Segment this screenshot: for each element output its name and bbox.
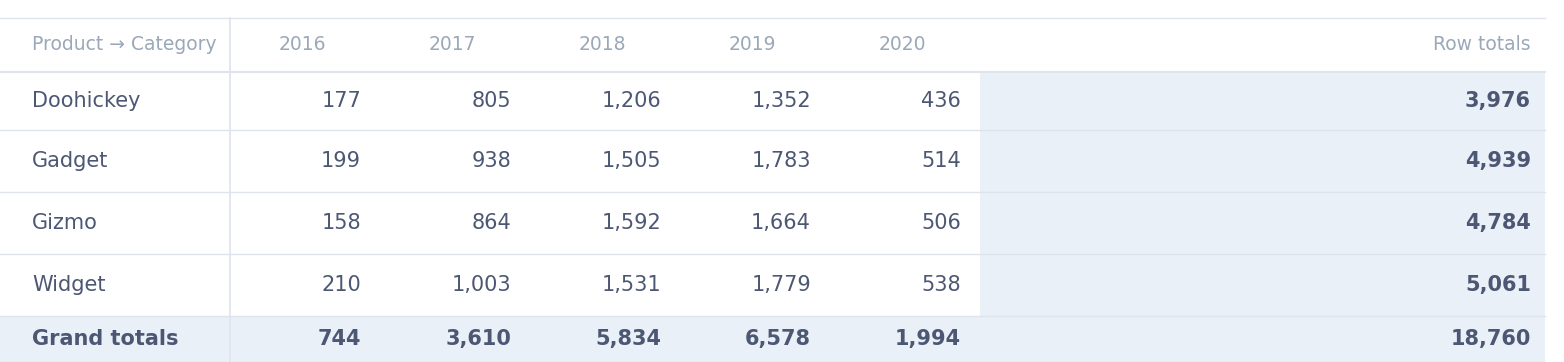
Text: Gadget: Gadget: [31, 151, 108, 171]
Text: 5,061: 5,061: [1465, 275, 1531, 295]
Text: 1,531: 1,531: [602, 275, 662, 295]
Text: 938: 938: [471, 151, 511, 171]
Text: 864: 864: [471, 213, 511, 233]
Text: 1,664: 1,664: [751, 213, 812, 233]
Text: 538: 538: [921, 275, 960, 295]
Text: 2019: 2019: [729, 35, 776, 55]
Bar: [0, 316, 1545, 362]
Text: Row totals: Row totals: [1433, 35, 1531, 55]
Text: 514: 514: [921, 151, 960, 171]
Text: 4,784: 4,784: [1465, 213, 1531, 233]
Text: 199: 199: [321, 151, 361, 171]
Text: 2016: 2016: [278, 35, 327, 55]
Text: Doohickey: Doohickey: [31, 91, 141, 111]
Text: 1,592: 1,592: [601, 213, 662, 233]
Text: 1,352: 1,352: [751, 91, 812, 111]
Bar: [981, 192, 1545, 254]
Text: 1,505: 1,505: [602, 151, 662, 171]
Text: 3,610: 3,610: [446, 329, 511, 349]
Bar: [981, 130, 1545, 192]
Text: 436: 436: [921, 91, 960, 111]
Bar: [981, 254, 1545, 316]
Text: 210: 210: [321, 275, 361, 295]
Text: 805: 805: [471, 91, 511, 111]
Text: 744: 744: [317, 329, 361, 349]
Text: 6,578: 6,578: [744, 329, 812, 349]
Text: 2018: 2018: [579, 35, 626, 55]
Text: 1,003: 1,003: [452, 275, 511, 295]
Text: 18,760: 18,760: [1451, 329, 1531, 349]
Text: 1,779: 1,779: [751, 275, 812, 295]
Text: Product → Category: Product → Category: [31, 35, 217, 55]
Text: Grand totals: Grand totals: [31, 329, 178, 349]
Text: 3,976: 3,976: [1465, 91, 1531, 111]
Text: 158: 158: [321, 213, 361, 233]
Text: 4,939: 4,939: [1465, 151, 1531, 171]
Text: 177: 177: [321, 91, 361, 111]
Text: 5,834: 5,834: [594, 329, 662, 349]
Bar: [981, 72, 1545, 130]
Text: 2020: 2020: [879, 35, 926, 55]
Text: Widget: Widget: [31, 275, 105, 295]
Text: 2017: 2017: [429, 35, 477, 55]
Text: 506: 506: [921, 213, 960, 233]
Text: 1,783: 1,783: [751, 151, 812, 171]
Text: Gizmo: Gizmo: [31, 213, 99, 233]
Text: 1,206: 1,206: [601, 91, 662, 111]
Text: 1,994: 1,994: [895, 329, 960, 349]
